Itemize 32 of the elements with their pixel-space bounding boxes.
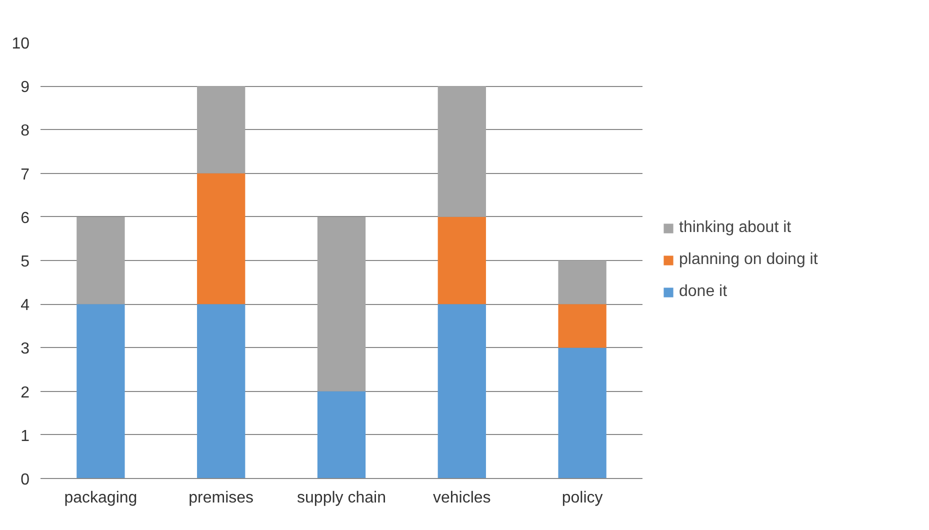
y-tick-label: 6: [20, 210, 30, 227]
x-tick-label: packaging: [64, 490, 138, 506]
y-tick-label: 5: [20, 254, 30, 270]
bar: [558, 304, 606, 348]
y-tick-label: 1: [20, 428, 30, 445]
y-tick-label: 7: [20, 166, 30, 184]
bar: [76, 304, 125, 478]
y-tick-label: 8: [20, 122, 30, 140]
y-tick-label: 4: [20, 297, 30, 314]
y-tick-label: 0: [20, 472, 30, 488]
legend-label: thinking about it: [679, 219, 792, 237]
x-tick-label: vehicles: [433, 490, 491, 506]
bar: [438, 304, 486, 478]
y-tick-label: 10: [12, 36, 30, 52]
legend-label: planning on doing it: [679, 251, 818, 269]
y-tick-label: 9: [20, 79, 30, 96]
bar: [558, 260, 606, 304]
bar: [76, 216, 125, 304]
x-tick-label: supply chain: [297, 490, 386, 506]
y-tick-label: 3: [20, 340, 30, 358]
bar: [438, 216, 486, 304]
bar: [197, 304, 246, 478]
bar: [197, 173, 246, 304]
bar: [317, 216, 366, 392]
bar: [317, 391, 366, 478]
y-tick-label: 2: [20, 384, 30, 402]
legend-label: done it: [679, 283, 728, 301]
x-tick-label: policy: [562, 490, 603, 506]
x-tick-label: premises: [188, 490, 254, 506]
bar: [438, 86, 486, 217]
bar: [197, 86, 246, 174]
bar: [558, 348, 606, 478]
